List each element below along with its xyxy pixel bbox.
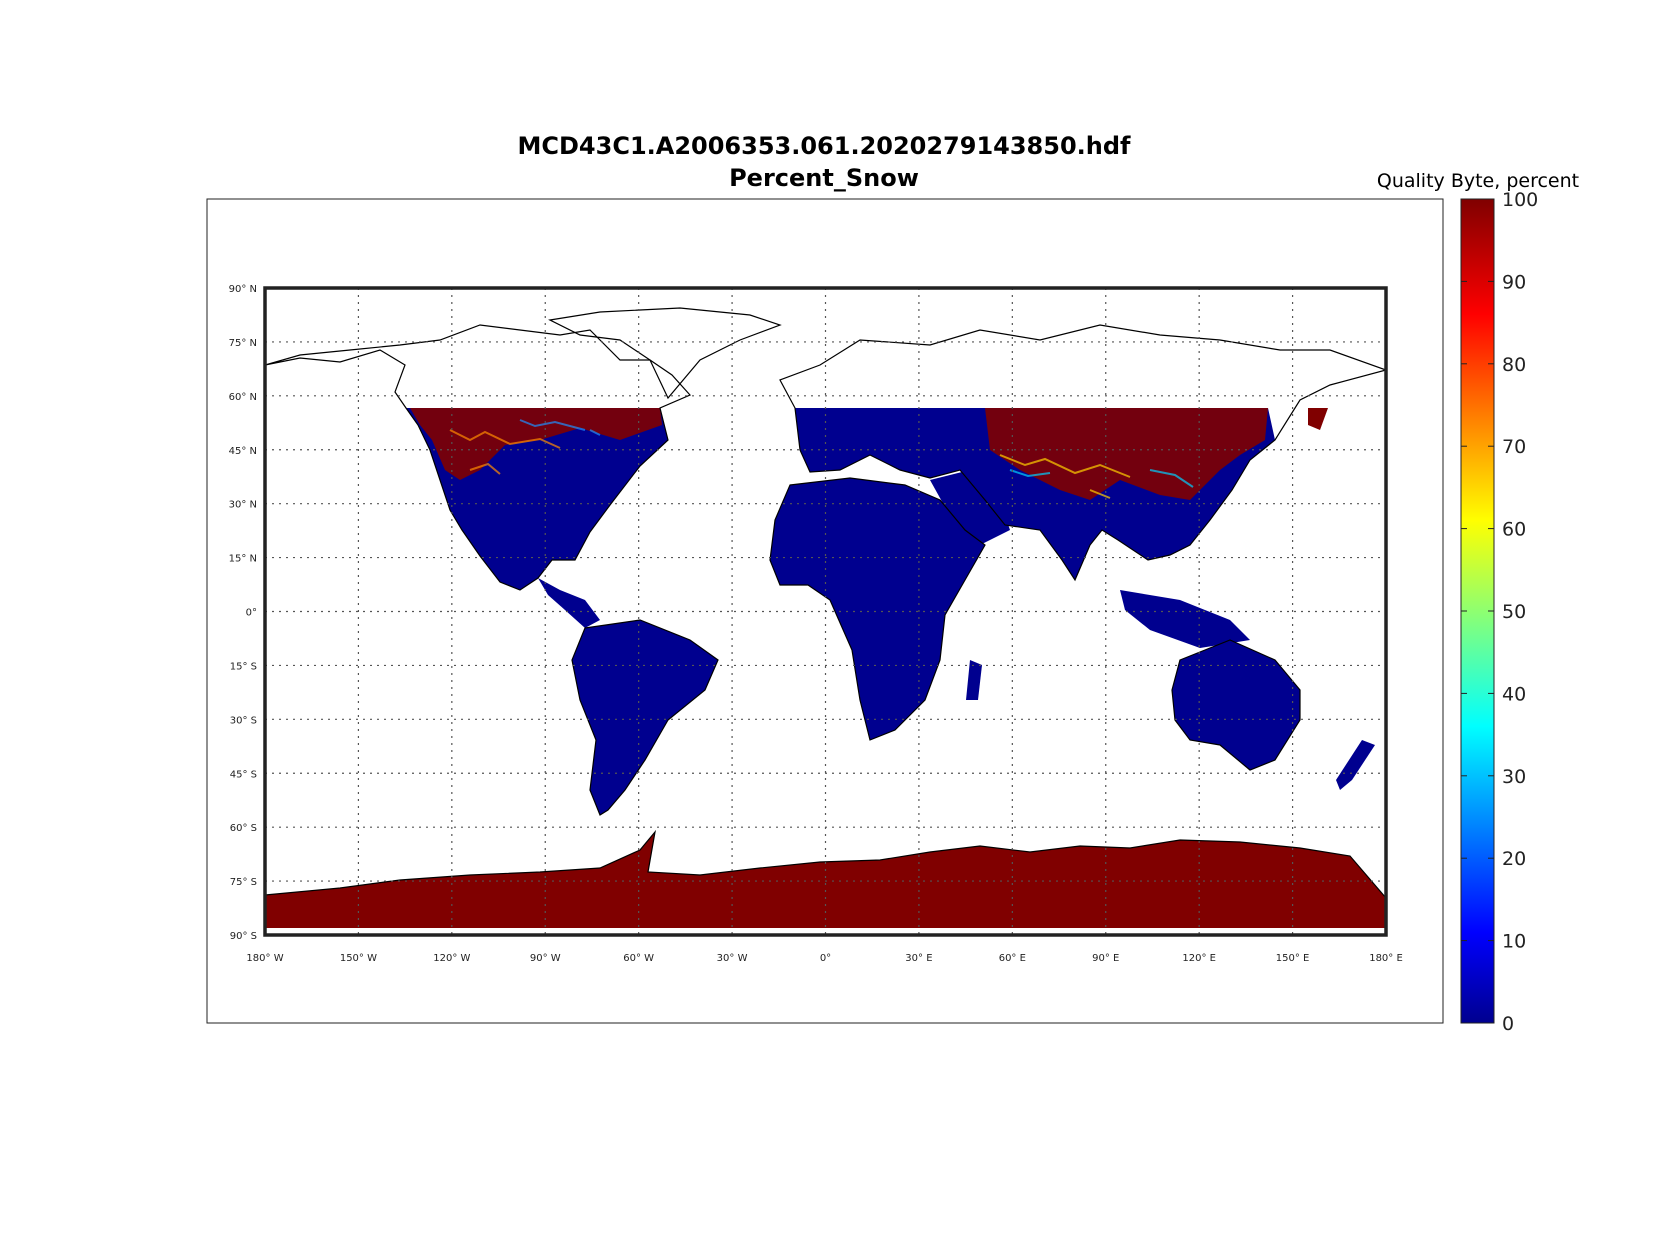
lat-tick-label: 45° S [230,769,257,780]
lon-tick-label: 90° W [530,953,561,964]
coast-antarctica [265,829,1386,899]
colorbar-tick-label: 40 [1502,683,1526,705]
south-america-data [572,620,718,815]
figure-subtitle: Percent_Snow [729,164,919,192]
eurasia-mixed-zone [999,454,1131,499]
axes-frame [206,198,1444,1024]
lat-tick-label: 0° [246,608,257,619]
eurasia-snow-patch [985,408,1268,500]
lon-tick-label: 120° E [1182,953,1216,964]
map-border [263,286,1388,937]
colorbar-tick-label: 10 [1502,931,1526,953]
coast-greenland [548,307,782,400]
lon-tick-label: 30° E [905,953,932,964]
lat-tick-label: 45° N [229,446,257,457]
colorbar-title: Quality Byte, percent [1377,170,1579,192]
lon-tick-label: 180° W [246,953,283,964]
lat-tick-label: 60° N [229,392,257,403]
lat-tick-label: 75° S [230,877,257,888]
coast-eurasia [779,324,1386,582]
lat-tick-label: 15° S [230,661,257,672]
australia-data [1172,640,1300,770]
kamchatka-snow-patch [1308,408,1328,430]
coast-africa [769,477,986,741]
lon-tick-label: 30° W [717,953,748,964]
eurasia-mixed-zone-cyan [1009,469,1194,488]
lon-tick-labels: 180° W 150° W 120° W 90° W 60° W 30° W 0° 30° E… [246,953,1402,964]
colorbar-tick-label: 20 [1502,848,1526,870]
coast-australia [1171,639,1301,771]
lon-tick-label: 150° E [1276,953,1310,964]
lat-tick-label: 60° S [230,823,257,834]
na-mixed-zone [449,429,561,475]
maritime-asia-data [1120,590,1250,648]
central-america-data [538,578,600,628]
colorbar-ticks: 0 10 20 30 40 50 60 70 80 90 100 [1461,189,1538,1035]
colorbar: Quality Byte, percent 0 10 20 30 40 50 60 70 80 9… [1377,170,1579,1035]
lon-tick-label: 0° [820,953,831,964]
new-zealand-data [1336,740,1375,790]
lat-tick-label: 90° S [230,931,257,942]
colorbar-tick-label: 80 [1502,354,1526,376]
lon-tick-label: 180° E [1369,953,1403,964]
lat-tick-label: 30° N [229,500,257,511]
coastlines [265,307,1386,899]
lon-tick-label: 60° W [623,953,654,964]
coast-south-america [571,619,719,816]
madagascar-data [966,660,982,700]
colorbar-tick-label: 70 [1502,436,1526,458]
lon-tick-label: 150° W [340,953,377,964]
lat-tick-labels: 90° N 75° N 60° N 45° N 30° N 15° N 0° 15° S 30°… [229,284,257,942]
colorbar-tick-label: 90 [1502,271,1526,293]
lon-tick-label: 120° W [433,953,470,964]
colorbar-tick-label: 100 [1502,189,1538,211]
na-mixed-zone-blue [519,419,601,436]
colorbar-tick-label: 0 [1502,1013,1514,1035]
map-panel: 180° W 150° W 120° W 90° W 60° W 30° W 0° 30° E… [229,284,1403,964]
lat-tick-label: 75° N [229,338,257,349]
lat-tick-label: 15° N [229,554,257,565]
lat-tick-label: 30° S [230,715,257,726]
arabia-data [930,470,1010,545]
colorbar-tick-label: 50 [1502,601,1526,623]
colorbar-tick-label: 60 [1502,519,1526,541]
lon-tick-label: 90° E [1092,953,1119,964]
na-snow-patch [410,408,662,480]
africa-data [770,478,985,740]
colorbar-tick-label: 30 [1502,766,1526,788]
lat-tick-label: 90° N [229,284,257,295]
figure-title: MCD43C1.A2006353.061.2020279143850.hdf [518,132,1132,160]
graticule [265,288,1386,935]
lon-tick-label: 60° E [999,953,1026,964]
coast-north-america [265,324,692,591]
